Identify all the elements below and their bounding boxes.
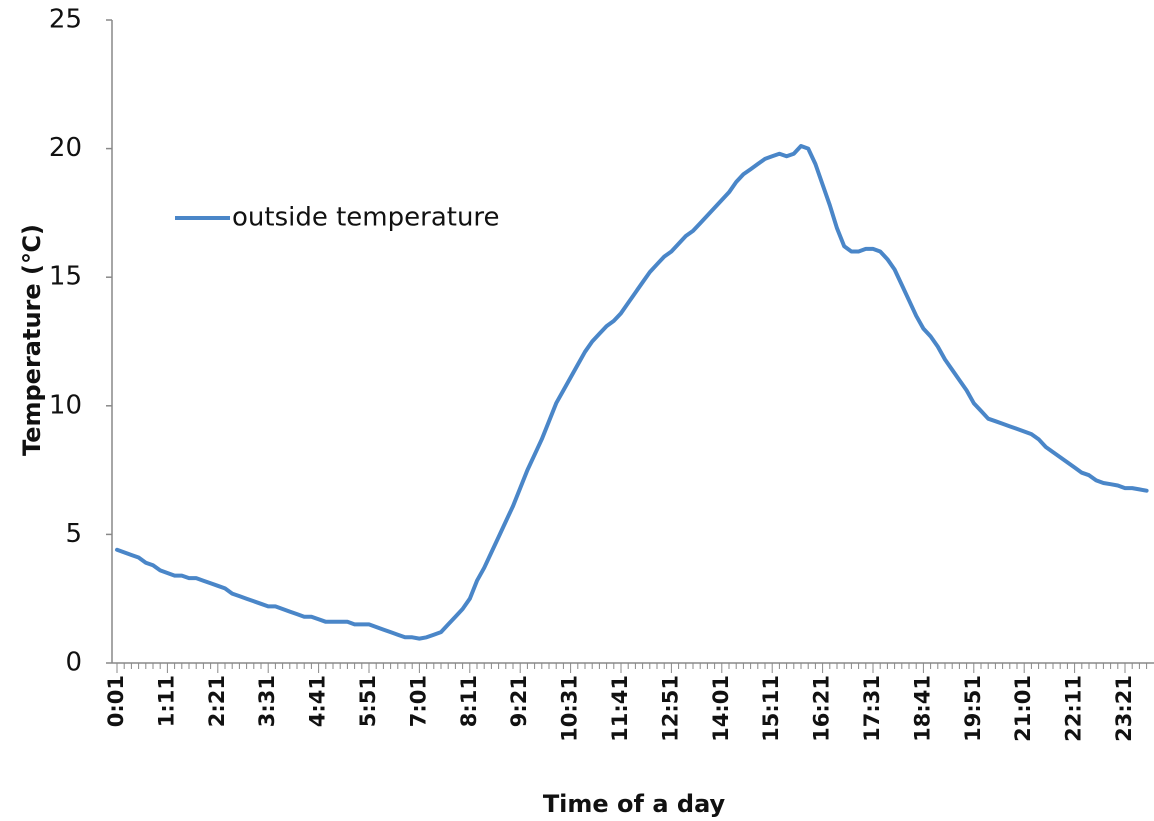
- x-tick-label: 15:11: [759, 675, 783, 742]
- y-tick-label: 10: [49, 390, 82, 420]
- x-tick-label: 23:21: [1112, 675, 1136, 742]
- x-tick-label: 4:41: [306, 675, 330, 727]
- x-tick-label: 19:51: [961, 675, 985, 742]
- legend-label: outside temperature: [232, 203, 500, 233]
- x-tick-label: 17:31: [860, 675, 884, 742]
- x-tick-label: 0:01: [104, 675, 128, 727]
- y-tick-label: 20: [49, 133, 82, 163]
- x-tick-label: 3:31: [255, 675, 279, 727]
- data-line: [115, 144, 1149, 641]
- y-tick-label: 15: [49, 262, 82, 292]
- x-tick-label: 11:41: [608, 675, 632, 742]
- x-tick-label: 18:41: [910, 675, 934, 742]
- x-axis-label: Time of a day: [543, 790, 726, 818]
- y-tick-label: 0: [65, 648, 82, 678]
- x-tick-label: 12:51: [658, 675, 682, 742]
- x-tick-label: 2:21: [205, 675, 229, 727]
- x-tick-label: 8:11: [457, 675, 481, 727]
- y-axis-label: Temperature (℃): [18, 224, 46, 456]
- x-tick-label: 7:01: [406, 675, 430, 727]
- y-tick-label: 25: [49, 5, 82, 35]
- x-tick-label: 22:11: [1062, 675, 1086, 742]
- x-tick-label: 1:11: [154, 675, 178, 727]
- x-tick-label: 21:01: [1011, 675, 1035, 742]
- x-tick-label: 14:01: [709, 675, 733, 742]
- x-tick-label: 5:51: [356, 675, 380, 727]
- y-tick-label: 5: [65, 519, 82, 549]
- x-tick-label: 16:21: [810, 675, 834, 742]
- x-tick-label: 10:31: [558, 675, 582, 742]
- x-tick-label: 9:21: [507, 675, 531, 727]
